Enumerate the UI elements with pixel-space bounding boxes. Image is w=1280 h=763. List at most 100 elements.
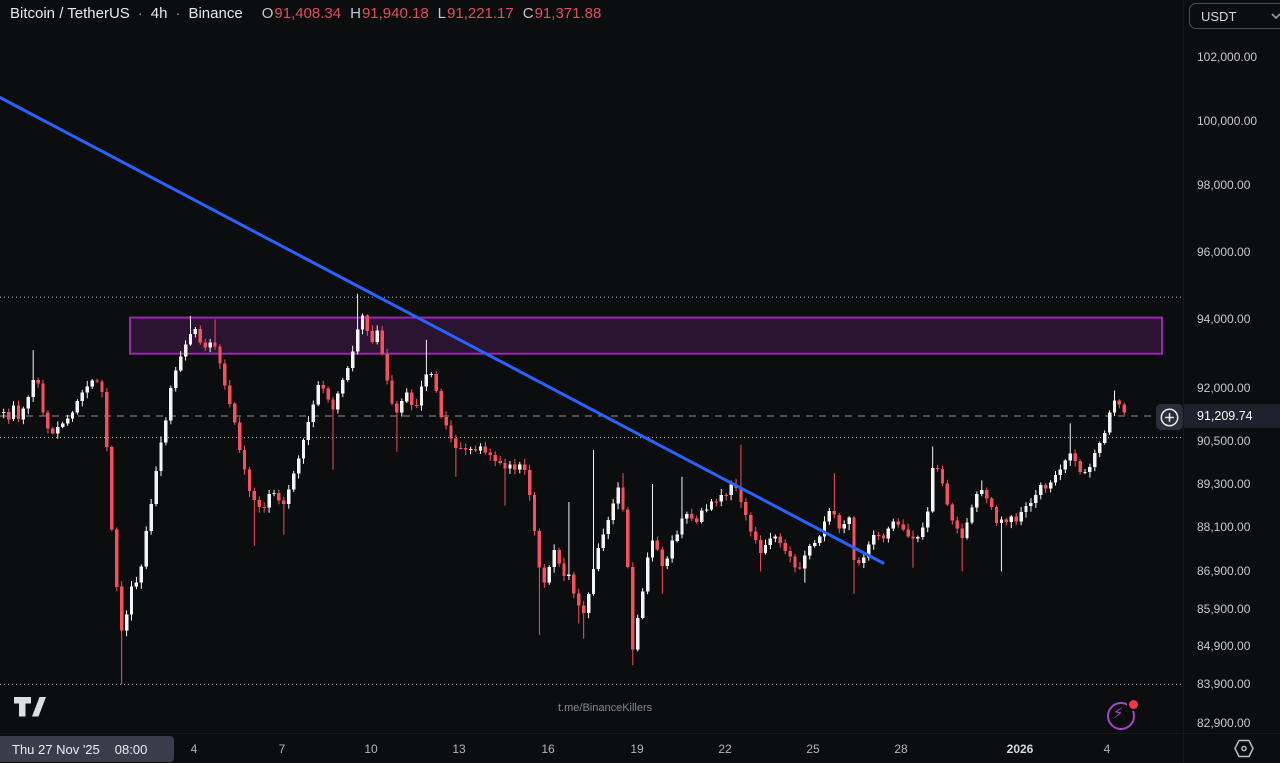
candle-body: [134, 582, 139, 587]
candle-body: [242, 450, 247, 470]
candle-body: [139, 566, 144, 583]
price-axis-label: 90,500.00: [1197, 434, 1251, 448]
currency-dropdown-button[interactable]: USDT: [1189, 3, 1280, 29]
candle-body: [857, 559, 861, 564]
candle-body: [926, 511, 930, 528]
candle-body: [360, 315, 365, 330]
open-label: O: [261, 5, 274, 22]
ohlc-values: O 91,408.34 H 91,940.18 L 91,221.17 C 91,371…: [262, 5, 602, 22]
candle-body: [405, 392, 409, 402]
candle-body: [464, 447, 468, 450]
interval-label[interactable]: 4h: [150, 5, 168, 22]
candle-body: [444, 416, 448, 426]
time-axis-label: 13: [452, 742, 466, 756]
candle-body: [803, 555, 807, 569]
currency-dropdown-value: USDT: [1201, 8, 1237, 24]
price-axis-label: 100,000.00: [1197, 114, 1258, 128]
candle-body: [842, 524, 846, 529]
candle-body: [586, 594, 591, 613]
candle-body: [852, 517, 856, 560]
candle-body: [989, 498, 994, 508]
candle-body: [193, 329, 198, 334]
tradingview-logo[interactable]: [14, 697, 46, 717]
candle-body: [724, 494, 728, 496]
candle-body: [321, 385, 325, 389]
chart-pane[interactable]: Bitcoin / TetherUS · 4h · Binance O 91,40…: [0, 0, 1183, 733]
candle-body: [867, 544, 871, 558]
candle-body: [468, 448, 473, 450]
close-value: 91,371.88: [534, 5, 602, 22]
candle-body: [645, 557, 650, 592]
candle-body: [1112, 400, 1117, 413]
candle-body: [562, 563, 566, 576]
price-axis-label: 83,900.00: [1197, 677, 1251, 691]
candle-body: [429, 374, 434, 376]
candle-body: [400, 401, 404, 413]
candle-body: [1004, 519, 1009, 522]
candle-body: [1102, 432, 1107, 443]
candle-body: [999, 519, 1004, 523]
candlestick-chart[interactable]: [0, 0, 1183, 733]
candle-body: [439, 391, 443, 417]
descending-trendline[interactable]: [0, 96, 885, 565]
high-value: 91,940.18: [361, 5, 429, 22]
candle-body: [636, 618, 640, 650]
high-label: H: [350, 5, 361, 22]
candle-body: [1019, 512, 1023, 522]
candle-body: [493, 455, 497, 462]
candle-body: [208, 342, 212, 348]
candle-body: [552, 549, 556, 567]
candle-body: [1024, 505, 1028, 513]
candle-body: [129, 586, 134, 615]
candle-body: [729, 484, 733, 496]
scale-settings-icon[interactable]: [1234, 739, 1254, 758]
candle-body: [547, 567, 551, 583]
candle-body: [70, 412, 75, 419]
symbol-legend: Bitcoin / TetherUS · 4h · Binance O 91,40…: [10, 5, 601, 22]
time-axis[interactable]: Thu 27 Nov '25 08:00 4 7 10 13 16 19 22 25 28 202…: [0, 733, 1183, 763]
candle-body: [395, 403, 399, 413]
candle-body: [56, 426, 60, 434]
candle-body: [1073, 453, 1077, 462]
price-axis-label: 84,900.00: [1197, 639, 1251, 653]
candle-body: [237, 422, 242, 451]
candle-body: [965, 522, 969, 539]
candle-body: [316, 385, 320, 405]
candle-body: [601, 534, 606, 549]
candle-body: [567, 574, 571, 576]
candle-body: [532, 495, 537, 532]
candle-body: [218, 346, 222, 364]
candle-body: [793, 556, 797, 568]
candle-body: [783, 542, 787, 551]
price-axis[interactable]: USDT 91,209.74 102,000.00 100,000.00 98,00…: [1183, 0, 1280, 733]
candle-body: [46, 412, 50, 429]
candle-body: [355, 329, 360, 352]
candle-body: [277, 493, 281, 501]
candle-body: [758, 539, 763, 554]
candle-body: [449, 425, 453, 439]
candle-body: [306, 422, 311, 440]
candle-body: [985, 490, 989, 499]
supply-zone-rectangle[interactable]: [129, 316, 1163, 355]
candle-body: [483, 446, 488, 453]
crosshair-date: Thu 27 Nov '25: [12, 741, 100, 757]
candle-body: [124, 614, 129, 631]
candle-body: [119, 586, 124, 631]
candle-body: [85, 386, 89, 393]
candle-body: [346, 368, 350, 380]
candle-body: [768, 538, 773, 546]
candle-body: [975, 494, 979, 508]
candle-body: [739, 488, 743, 503]
lightning-badge[interactable]: ⚡︎: [1106, 698, 1140, 732]
candle-body: [537, 531, 542, 568]
candle-body: [1043, 485, 1048, 489]
add-alert-plus-button[interactable]: [1156, 404, 1183, 430]
time-axis-label: 19: [630, 742, 644, 756]
symbol-title[interactable]: Bitcoin / TetherUS · 4h · Binance: [10, 5, 243, 22]
price-axis-label: 82,900.00: [1197, 716, 1251, 730]
candle-body: [301, 440, 306, 459]
candle-body: [65, 418, 70, 424]
candle-body: [75, 400, 80, 413]
candle-body: [650, 540, 655, 558]
candle-body: [370, 331, 375, 343]
